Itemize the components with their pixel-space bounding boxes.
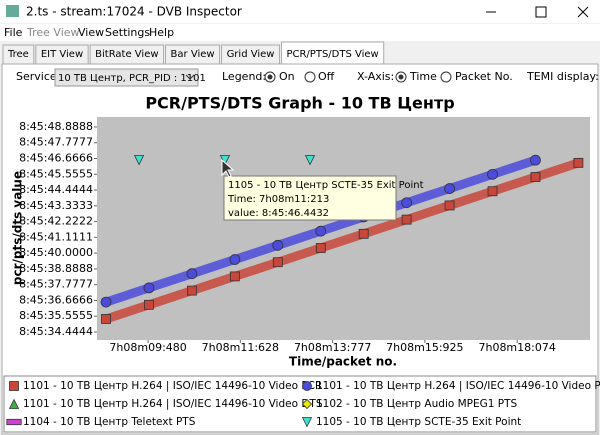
x-axis-label: Time/packet no. <box>289 355 397 369</box>
radio-off[interactable] <box>304 71 316 83</box>
y-tick-label: 8:45:42.2222 <box>19 215 93 228</box>
marker-square <box>487 186 498 197</box>
radio-dot <box>398 74 404 80</box>
service-select[interactable] <box>54 68 199 87</box>
radio-dot <box>267 74 273 80</box>
temi-label: TEMI display: <box>526 70 599 83</box>
marker-circle <box>315 225 327 237</box>
marker-circle <box>272 239 284 251</box>
menu-item[interactable]: Settings <box>105 26 150 39</box>
tooltip <box>223 175 397 221</box>
service-value: 10 ТВ Центр, PCR_PID : 1101 <box>58 73 206 84</box>
x-tick-label: 7h08m13:777 <box>294 341 371 354</box>
cursor <box>221 158 235 178</box>
legend-label: 1102 - 10 ТВ Центр Audio MPEG1 PTS <box>316 398 518 410</box>
marker-square <box>358 228 369 239</box>
radio-packet[interactable] <box>440 71 452 83</box>
marker-bar <box>6 418 22 426</box>
legend-on: On <box>279 70 295 83</box>
y-tick-label: 8:45:38.8888 <box>19 262 93 275</box>
marker-square <box>573 157 584 168</box>
y-tick-label: 8:45:45.5555 <box>19 167 93 180</box>
menu-item[interactable]: View <box>78 26 104 39</box>
marker-square <box>401 214 412 225</box>
marker-circle <box>186 268 198 280</box>
legend-label: 1104 - 10 ТВ Центр Teletext PTS <box>23 416 196 428</box>
tooltip-line: 1105 - 10 ТВ Центр SCTE-35 Exit Point <box>228 180 424 191</box>
legend-label: 1101 - 10 ТВ Центр H.264 | ISO/IEC 14496… <box>316 380 600 392</box>
marker-square <box>9 381 19 391</box>
legend-label: Legend: <box>222 70 266 83</box>
menu-item[interactable]: Help <box>149 26 174 39</box>
menu-item: Tree View <box>26 26 80 39</box>
y-tick-label: 8:45:40.0000 <box>19 246 93 259</box>
marker-circle <box>302 381 312 391</box>
dropdown-arrow <box>185 74 195 80</box>
marker-square <box>229 271 240 282</box>
xaxis-packet: Packet No. <box>455 70 513 83</box>
menu-bar <box>0 24 600 41</box>
x-tick-label: 7h08m09:480 <box>109 341 186 354</box>
y-tick-label: 8:45:41.1111 <box>19 230 93 243</box>
menu-item[interactable]: File <box>4 26 23 39</box>
app-icon <box>6 5 19 17</box>
legend-label: 1101 - 10 ТВ Центр H.264 | ISO/IEC 14496… <box>23 380 322 392</box>
plot-area <box>97 117 590 340</box>
chart-title: PCR/PTS/DTS Graph - 10 ТВ Центр <box>145 94 454 113</box>
marker-triangle-down <box>304 155 316 166</box>
maximize[interactable] <box>535 6 547 18</box>
y-tick-label: 8:45:44.4444 <box>19 183 93 196</box>
y-tick-label: 8:45:36.6666 <box>19 293 93 306</box>
marker-circle <box>530 154 541 166</box>
marker-triangle <box>8 398 20 409</box>
marker-diamond <box>301 398 313 410</box>
service-label: Service: <box>16 70 60 83</box>
tooltip-line: value: 8:45:46.4432 <box>228 208 329 219</box>
x-tick-label: 7h08m18:074 <box>478 341 555 354</box>
marker-circle <box>229 254 241 265</box>
series-line <box>104 158 580 324</box>
marker-square <box>101 314 111 324</box>
close[interactable] <box>577 6 589 18</box>
x-tick-label: 7h08m11:628 <box>202 341 279 354</box>
y-tick-label: 8:45:48.8888 <box>19 120 93 133</box>
legend-off: Off <box>318 70 335 83</box>
y-tick-label: 8:45:43.3333 <box>19 199 93 212</box>
legend-box <box>3 375 597 433</box>
tab-label: Grid View <box>227 49 275 60</box>
xaxis-label: X-Axis: <box>357 70 394 83</box>
y-tick-label: 8:45:34.4444 <box>19 325 93 338</box>
marker-triangle-down <box>301 417 313 428</box>
marker-square <box>187 285 197 296</box>
marker-circle <box>100 296 112 308</box>
tab-label: Tree <box>7 49 29 60</box>
marker-square <box>530 172 541 182</box>
legend-label: 1105 - 10 ТВ Центр SCTE-35 Exit Point <box>316 416 521 428</box>
tab-label: PCR/PTS/DTS View <box>286 49 378 60</box>
x-tick-label: 7h08m15:925 <box>386 341 463 354</box>
y-tick-label: 8:45:37.7777 <box>19 278 93 291</box>
marker-circle <box>444 183 455 194</box>
tab-label: EIT View <box>41 49 83 60</box>
y-tick-label: 8:45:35.5555 <box>19 309 93 322</box>
y-tick-label: 8:45:47.7777 <box>19 136 93 149</box>
legend-label: 1101 - 10 ТВ Центр H.264 | ISO/IEC 14496… <box>23 398 323 410</box>
tab-label: Bar View <box>171 49 215 60</box>
y-axis-label: pcr/pts/dts value <box>11 171 25 285</box>
marker-square <box>144 299 154 310</box>
title-bar <box>0 0 600 23</box>
tooltip-line: Time: 7h08m11:213 <box>227 194 329 205</box>
marker-circle <box>487 168 498 180</box>
xaxis-time: Time <box>409 70 437 83</box>
marker-square <box>444 200 455 211</box>
marker-circle <box>401 197 413 209</box>
marker-square <box>272 257 283 268</box>
marker-triangle-down <box>133 155 145 166</box>
y-tick-label: 8:45:46.6666 <box>19 151 93 164</box>
marker-square <box>315 243 326 253</box>
marker-circle <box>143 282 155 294</box>
tab-label: BitRate View <box>95 49 158 60</box>
window-title: 2.ts - stream:17024 - DVB Inspector <box>26 5 242 19</box>
